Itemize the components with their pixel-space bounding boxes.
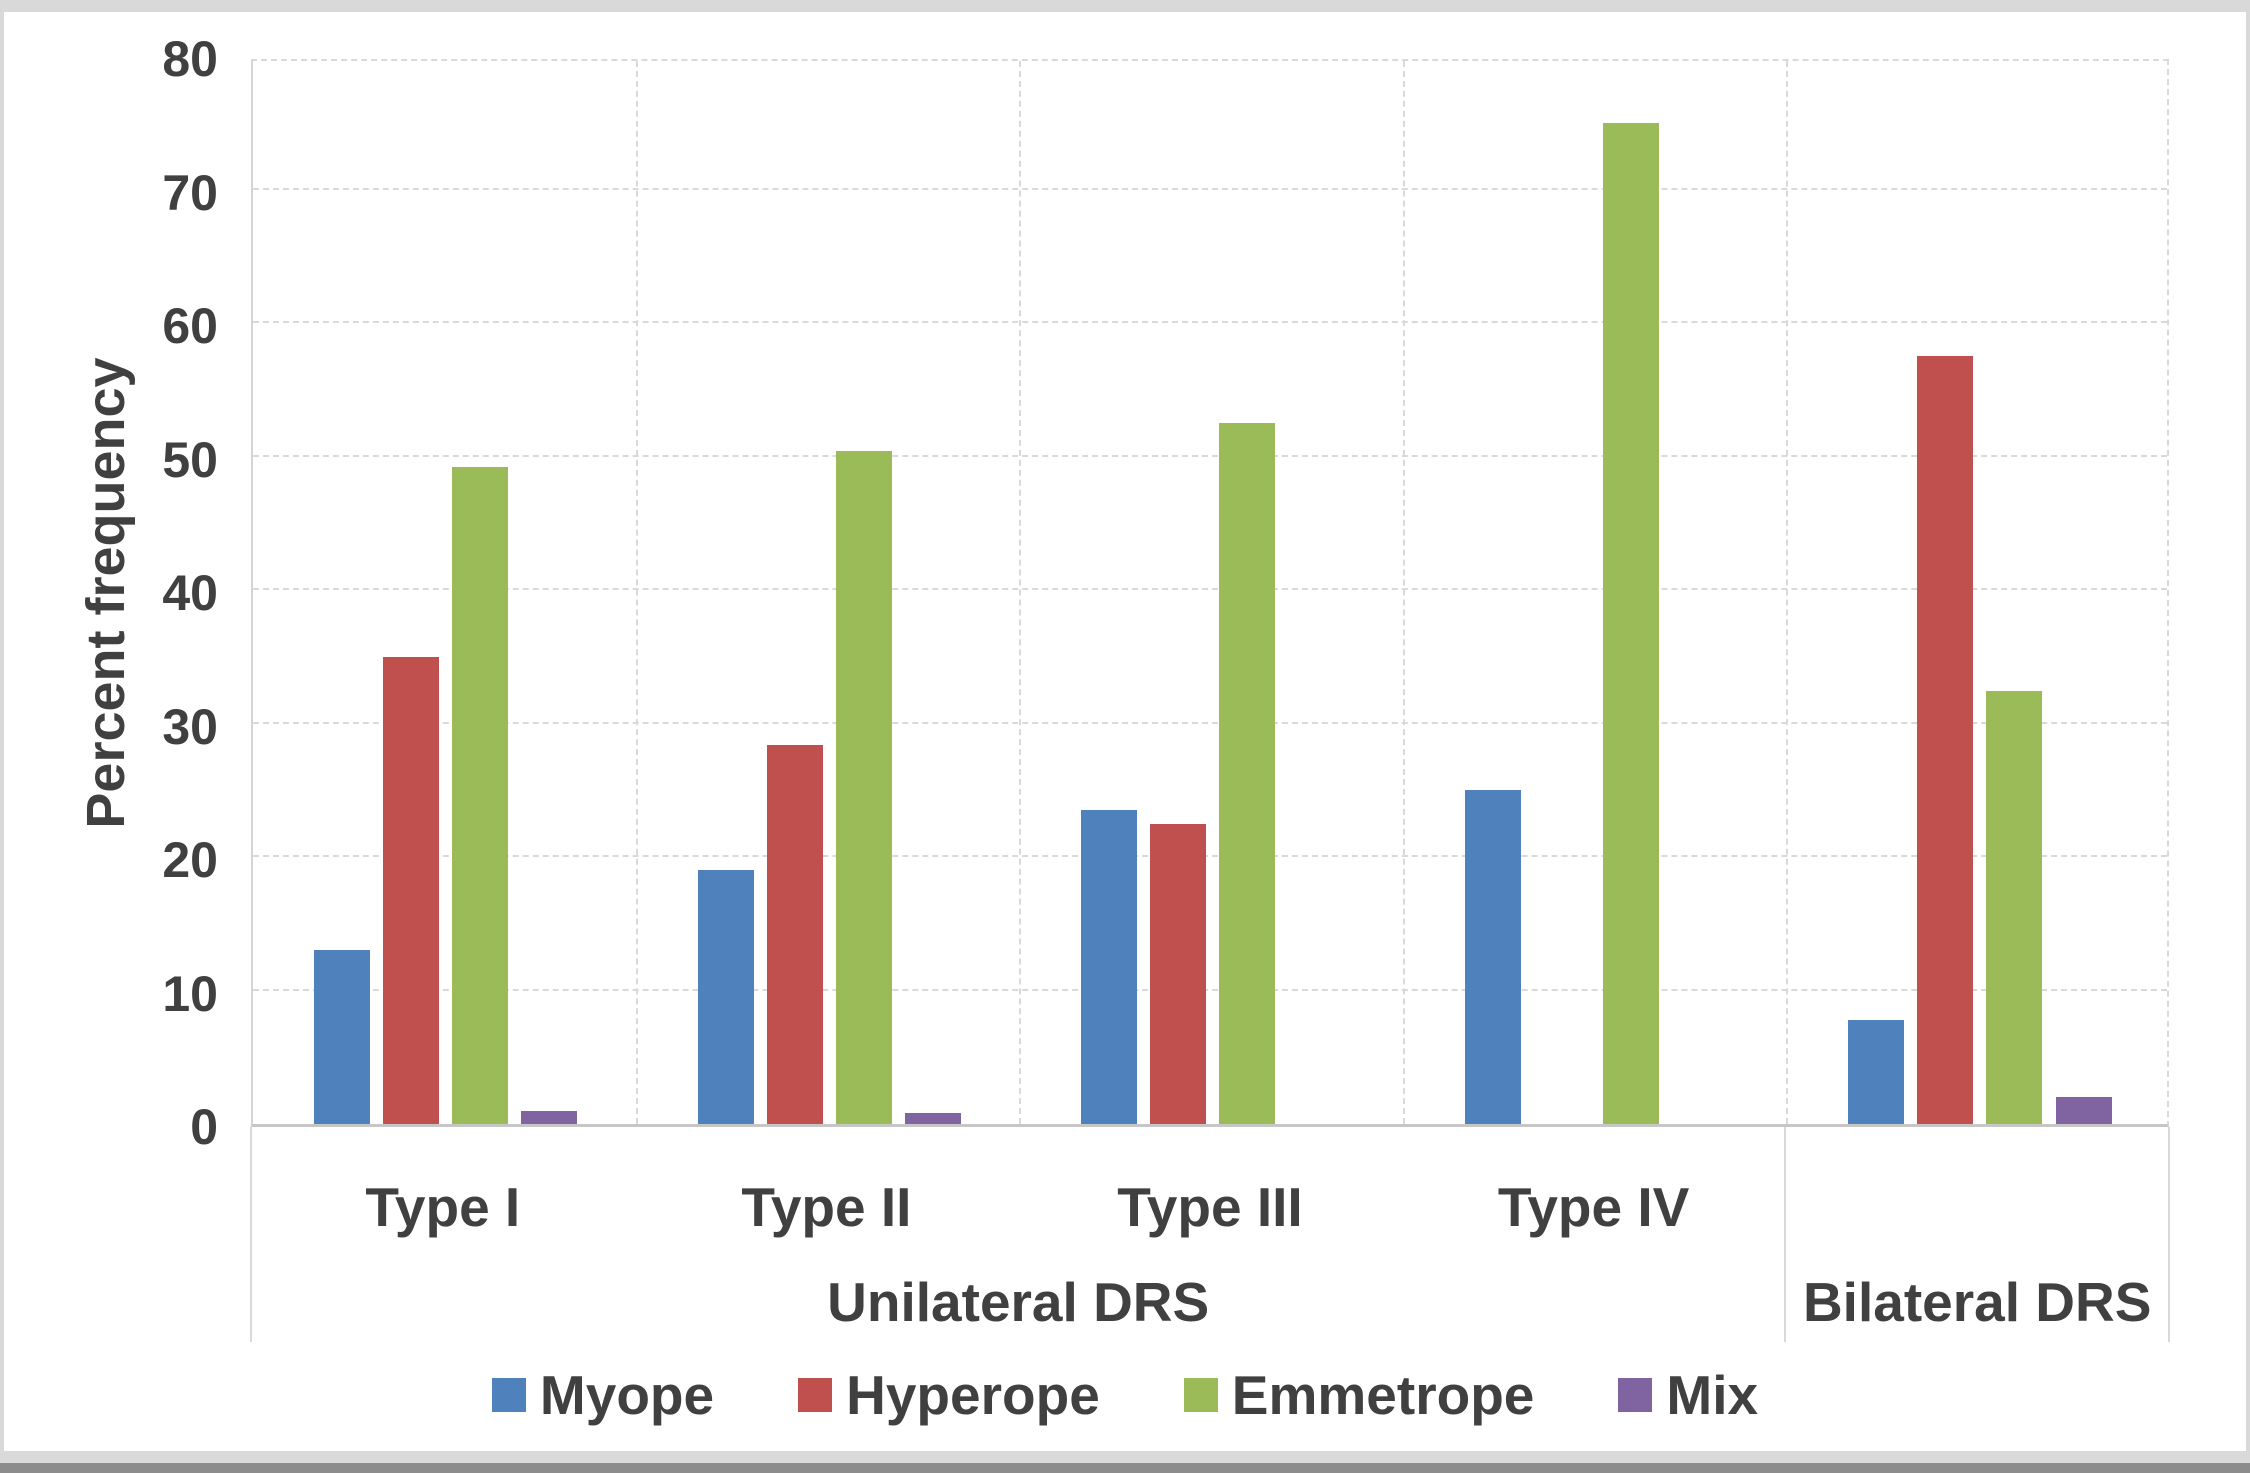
y-tick-label-50: 50 [162, 431, 218, 488]
axis-guide-line [1784, 1127, 1787, 1342]
frame-border-right [2246, 0, 2250, 1473]
bar-hyperope-type-ii [766, 744, 823, 1124]
frame-border-left [0, 0, 4, 1473]
legend: Myope Hyperope Emmetrope Mix [0, 1362, 2250, 1428]
bar-emmetrope-type-i [452, 467, 509, 1124]
gridline-y-60 [253, 321, 2167, 323]
legend-item-hyperope: Hyperope [798, 1363, 1100, 1427]
legend-swatch-mix [1618, 1378, 1653, 1412]
bar-hyperope-bilateral-drs [1917, 356, 1974, 1124]
x-category-label-type-i: Type I [365, 1176, 521, 1238]
x-category-label-type-iv: Type IV [1497, 1176, 1690, 1238]
y-tick-label-20: 20 [162, 832, 218, 888]
bar-myope-type-iv [1464, 790, 1521, 1124]
plot-area [251, 59, 2169, 1127]
gridline-y-10 [253, 988, 2167, 991]
x-group-label-bilateral-drs: Bilateral DRS [1802, 1271, 2152, 1333]
category-separator [635, 61, 638, 1124]
legend-label-hyperope: Hyperope [846, 1364, 1100, 1426]
frame-border-bottom [0, 1451, 2250, 1463]
bar-myope-bilateral-drs [1848, 1019, 1905, 1124]
gridline-y-50 [253, 454, 2167, 457]
bar-hyperope-type-iii [1150, 823, 1207, 1124]
bar-myope-type-ii [697, 870, 754, 1124]
legend-label-mix: Mix [1666, 1364, 1759, 1426]
legend-swatch-myope [491, 1378, 526, 1412]
x-group-label-unilateral-drs: Unilateral DRS [827, 1271, 1210, 1333]
axis-guide-line [2168, 1127, 2170, 1342]
bar-mix-type-ii [904, 1113, 961, 1124]
category-separator [1402, 61, 1405, 1124]
y-tick-label-40: 40 [162, 565, 218, 621]
bar-myope-type-iii [1081, 810, 1138, 1124]
x-category-label-type-ii: Type II [741, 1176, 912, 1238]
bar-mix-type-i [521, 1110, 578, 1124]
legend-label-emmetrope: Emmetrope [1231, 1364, 1535, 1426]
gridline-y-40 [253, 588, 2167, 590]
legend-item-emmetrope: Emmetrope [1183, 1363, 1535, 1427]
y-tick-label-70: 70 [162, 164, 218, 221]
y-tick-label-0: 0 [190, 1099, 218, 1155]
bar-mix-bilateral-drs [2055, 1097, 2112, 1124]
legend-swatch-hyperope [798, 1378, 833, 1412]
frame-border-top [0, 0, 2250, 12]
gridline-y-70 [253, 187, 2167, 190]
legend-item-mix: Mix [1618, 1363, 1758, 1427]
x-category-label-type-iii: Type III [1117, 1176, 1303, 1238]
bottom-rule [0, 1463, 2250, 1473]
bar-emmetrope-type-iii [1219, 423, 1276, 1124]
legend-swatch-emmetrope [1183, 1378, 1218, 1412]
y-tick-label-80: 80 [162, 31, 218, 87]
y-tick-label-10: 10 [162, 965, 218, 1022]
bar-emmetrope-type-iv [1602, 122, 1659, 1124]
bar-hyperope-type-i [383, 656, 440, 1124]
category-separator [1019, 61, 1022, 1124]
bar-myope-type-i [313, 950, 370, 1124]
legend-item-myope: Myope [491, 1363, 715, 1427]
y-tick-label-30: 30 [162, 698, 218, 755]
y-tick-label-60: 60 [162, 298, 218, 354]
bar-emmetrope-bilateral-drs [1986, 691, 2043, 1124]
axis-guide-line [250, 1127, 252, 1342]
gridline-y-30 [253, 721, 2167, 724]
bar-emmetrope-type-ii [835, 451, 892, 1124]
legend-label-myope: Myope [539, 1364, 715, 1426]
gridline-y-20 [253, 855, 2167, 857]
category-separator [1786, 61, 1789, 1124]
